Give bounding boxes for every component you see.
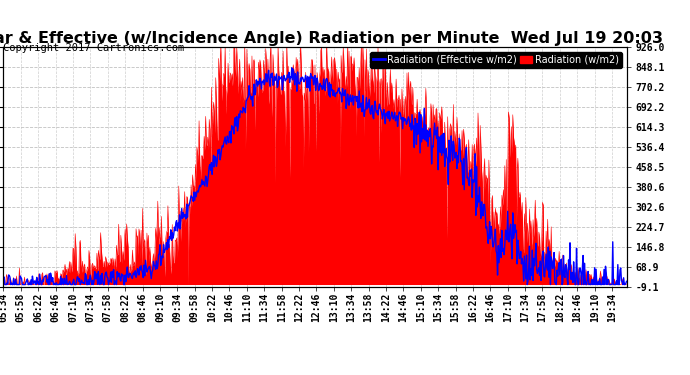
Text: Copyright 2017 Cartronics.com: Copyright 2017 Cartronics.com — [3, 43, 185, 52]
Title: Solar & Effective (w/Incidence Angle) Radiation per Minute  Wed Jul 19 20:03: Solar & Effective (w/Incidence Angle) Ra… — [0, 31, 664, 46]
Legend: Radiation (Effective w/m2), Radiation (w/m2): Radiation (Effective w/m2), Radiation (w… — [370, 52, 622, 68]
